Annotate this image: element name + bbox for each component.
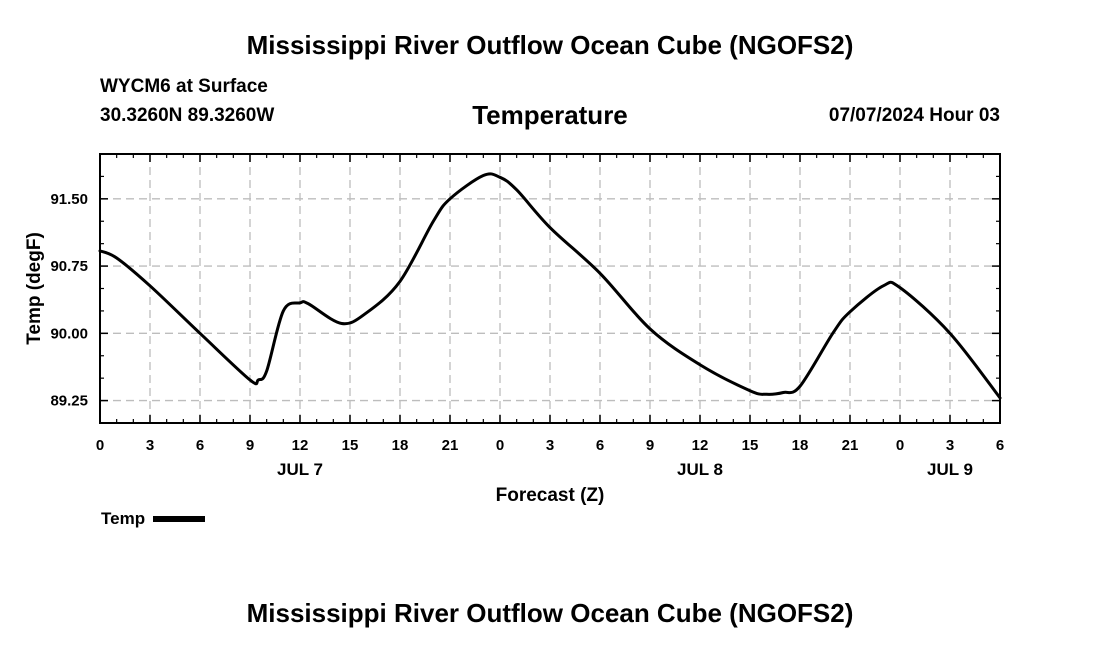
x-tick-label: 6 <box>196 437 204 454</box>
x-tick-label: 3 <box>946 437 954 454</box>
y-tick-label: 90.00 <box>50 325 88 342</box>
x-tick-label: 0 <box>896 437 904 454</box>
x-tick-label: 12 <box>292 437 309 454</box>
x-tick-label: 15 <box>742 437 759 454</box>
x-tick-label: 9 <box>246 437 254 454</box>
chart-title: Temperature <box>472 100 628 130</box>
x-axis-title: Forecast (Z) <box>496 485 605 506</box>
y-tick-label: 90.75 <box>50 258 88 275</box>
temp-series-line <box>98 172 1002 400</box>
y-tick-label: 89.25 <box>50 393 88 410</box>
x-tick-label: 21 <box>842 437 859 454</box>
x-tick-label: 21 <box>442 437 459 454</box>
x-tick-label: 18 <box>792 437 809 454</box>
legend-label: Temp <box>101 509 146 528</box>
main-title: Mississippi River Outflow Ocean Cube (NG… <box>246 30 854 60</box>
x-tick-label: 6 <box>996 437 1004 454</box>
x-tick-label: 0 <box>496 437 504 454</box>
x-tick-label: 15 <box>342 437 359 454</box>
station-label: WYCM6 at Surface <box>100 76 268 97</box>
x-tick-label: 6 <box>596 437 604 454</box>
x-tick-label: 18 <box>392 437 409 454</box>
legend: Temp <box>101 509 206 529</box>
x-tick-label: 9 <box>646 437 654 454</box>
y-axis-title: Temp (degF) <box>24 232 45 345</box>
plot-frame <box>99 153 1001 424</box>
date-label: JUL 8 <box>677 460 723 479</box>
grid-lines <box>100 154 1000 423</box>
y-tick-label: 91.50 <box>50 191 88 208</box>
footer-title: Mississippi River Outflow Ocean Cube (NG… <box>246 598 854 628</box>
x-tick-label: 12 <box>692 437 709 454</box>
forecast-datetime: 07/07/2024 Hour 03 <box>828 105 1000 126</box>
station-coordinates: 30.3260N 89.3260W <box>100 105 275 126</box>
date-label: JUL 9 <box>927 460 973 479</box>
x-tick-label: 3 <box>546 437 554 454</box>
legend-swatch <box>153 516 206 522</box>
x-tick-label: 0 <box>96 437 104 454</box>
x-tick-label: 3 <box>146 437 154 454</box>
axis-labels: 0 3 6 9 12 15 18 21 0 3 6 9 12 15 18 21 0 3 6 89.25 90.00 90.… <box>50 191 1004 479</box>
date-label: JUL 7 <box>277 460 323 479</box>
